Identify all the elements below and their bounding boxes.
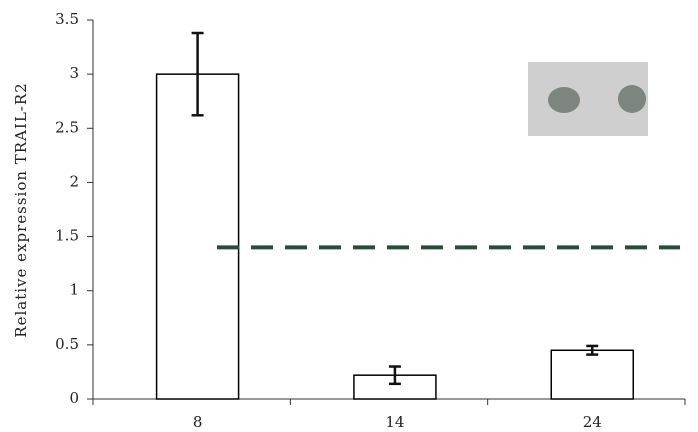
y-tick-label: 1 [69,281,79,299]
y-tick-label: 0.5 [55,335,79,353]
x-tick-label: 14 [385,413,404,431]
y-tick-label: 2 [69,172,79,190]
y-tick-label: 1.5 [55,227,79,245]
blot-spot [618,85,646,113]
x-tick-label: 8 [193,413,203,431]
y-axis-label: Relative expression TRAIL-R2 [12,82,30,337]
y-tick-label: 0 [69,389,79,407]
y-tick-label: 3.5 [55,10,79,28]
y-tick-label: 2.5 [55,118,79,136]
bar [157,74,239,399]
blot-inset [528,62,648,136]
y-tick-label: 3 [69,64,79,82]
chart: Relative expression TRAIL-R2 0 0.5 1 1.5 2 2.… [0,0,698,432]
x-tick-label: 24 [583,413,602,431]
bar [551,350,633,399]
blot-spot [548,87,580,113]
